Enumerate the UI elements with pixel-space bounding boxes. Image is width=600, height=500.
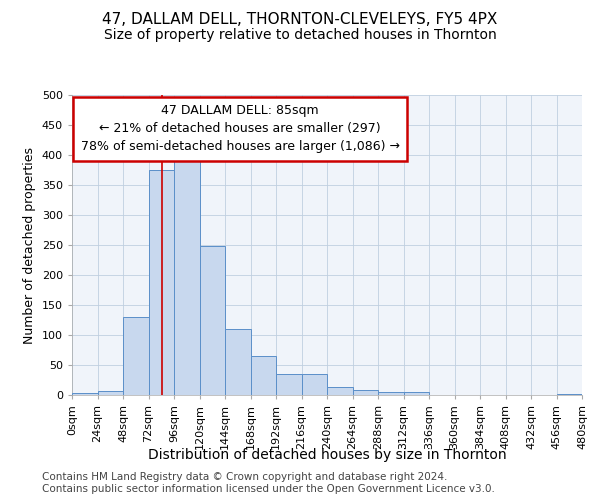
Y-axis label: Number of detached properties: Number of detached properties (23, 146, 36, 344)
Text: Distribution of detached houses by size in Thornton: Distribution of detached houses by size … (148, 448, 506, 462)
Bar (404, 392, 429, 395)
Bar (302, 374, 327, 395)
Bar (123, 317, 149, 395)
Bar (378, 392, 404, 395)
Bar (97, 391, 123, 395)
Bar (174, 146, 199, 395)
Text: Size of property relative to detached houses in Thornton: Size of property relative to detached ho… (104, 28, 496, 42)
Bar (225, 329, 251, 395)
Bar (557, 394, 582, 395)
Bar (72, 393, 97, 395)
Bar (276, 374, 302, 395)
Bar (199, 246, 225, 395)
Bar (149, 170, 174, 395)
Text: 47, DALLAM DELL, THORNTON-CLEVELEYS, FY5 4PX: 47, DALLAM DELL, THORNTON-CLEVELEYS, FY5… (103, 12, 497, 28)
Bar (327, 386, 353, 395)
Text: 47 DALLAM DELL: 85sqm
← 21% of detached houses are smaller (297)
78% of semi-det: 47 DALLAM DELL: 85sqm ← 21% of detached … (81, 104, 400, 153)
Bar (251, 356, 276, 395)
Bar (353, 390, 378, 395)
Text: Contains HM Land Registry data © Crown copyright and database right 2024.
Contai: Contains HM Land Registry data © Crown c… (42, 472, 495, 494)
